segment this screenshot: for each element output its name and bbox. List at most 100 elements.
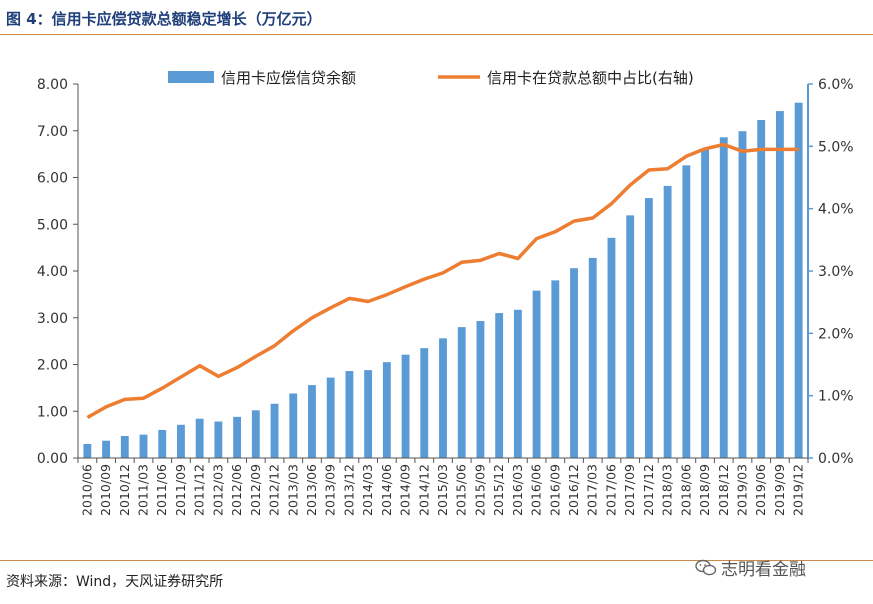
legend-label-line: 信用卡在贷款总额中占比(右轴)	[487, 69, 694, 87]
bar	[382, 362, 391, 458]
y-tick-label-left: 4.00	[37, 264, 68, 280]
y-tick-label-left: 0.00	[37, 451, 68, 467]
source-note: 资料来源：Wind，天风证券研究所	[6, 574, 224, 590]
y-tick-label-right: 5.0%	[818, 139, 854, 155]
x-tick-label: 2018/12	[716, 464, 731, 516]
bar	[513, 309, 522, 458]
bar	[139, 434, 148, 458]
y-tick-label-right: 6.0%	[818, 77, 854, 93]
x-tick-label: 2019/12	[791, 464, 806, 516]
y-tick-label-right: 1.0%	[818, 389, 854, 405]
x-tick-label: 2013/03	[285, 464, 300, 516]
x-tick-label: 2019/06	[753, 464, 768, 516]
bar	[195, 418, 204, 458]
x-tick-label: 2015/03	[435, 464, 450, 516]
bar	[476, 321, 485, 458]
bar	[345, 371, 354, 458]
x-tick-label: 2014/12	[416, 464, 431, 516]
x-tick-label: 2015/09	[472, 464, 487, 516]
x-tick-label: 2014/06	[379, 464, 394, 516]
x-tick-label: 2016/09	[547, 464, 562, 516]
x-tick-label: 2015/06	[454, 464, 469, 516]
chart-title: 图 4：信用卡应偿贷款总额稳定增长（万亿元）	[6, 10, 322, 28]
legend-label-bar: 信用卡应偿信贷余额	[221, 69, 356, 87]
x-tick-label: 2017/06	[603, 464, 618, 516]
bar	[794, 102, 803, 458]
x-tick-label: 2012/03	[210, 464, 225, 516]
legend-swatch-bar	[168, 71, 214, 83]
x-tick-label: 2018/03	[660, 464, 675, 516]
y-tick-label-left: 5.00	[37, 217, 68, 233]
bar	[289, 393, 298, 458]
bar	[83, 443, 92, 458]
bar	[532, 290, 541, 458]
y-tick-label-left: 3.00	[37, 311, 68, 327]
y-tick-label-left: 2.00	[37, 358, 68, 374]
x-tick-label: 2019/03	[734, 464, 749, 516]
x-tick-label: 2013/12	[341, 464, 356, 516]
x-tick-label: 2016/03	[510, 464, 525, 516]
bar	[588, 257, 597, 458]
wechat-icon	[695, 559, 717, 575]
watermark-text: 志明看金融	[721, 560, 806, 580]
bar	[682, 165, 691, 458]
bar	[626, 215, 635, 458]
x-tick-label: 2017/09	[622, 464, 637, 516]
x-tick-label: 2010/06	[79, 464, 94, 516]
bar	[401, 354, 410, 458]
y-tick-label-left: 1.00	[37, 404, 68, 420]
x-tick-label: 2011/12	[192, 464, 207, 516]
bar	[719, 137, 728, 459]
bar	[607, 237, 616, 458]
x-tick-label: 2012/06	[229, 464, 244, 516]
x-tick-label: 2013/06	[304, 464, 319, 516]
bar	[233, 416, 242, 458]
x-tick-label: 2012/09	[248, 464, 263, 516]
bar	[102, 440, 111, 458]
x-tick-label: 2010/09	[98, 464, 113, 516]
bottom-divider	[0, 560, 873, 561]
y-tick-label-left: 6.00	[37, 171, 68, 187]
bar	[270, 403, 279, 458]
watermark: 志明看金融	[695, 555, 806, 580]
bar	[457, 327, 466, 458]
line-series	[86, 142, 799, 420]
bar	[738, 131, 747, 458]
y-tick-label-left: 7.00	[37, 124, 68, 140]
bar	[364, 370, 373, 458]
x-tick-label: 2011/03	[136, 464, 151, 516]
y-tick-label-right: 0.0%	[818, 451, 854, 467]
x-tick-label: 2011/06	[154, 464, 169, 516]
x-tick-label: 2017/03	[585, 464, 600, 516]
x-tick-label: 2012/12	[267, 464, 282, 516]
x-tick-label: 2014/03	[360, 464, 375, 516]
bar	[120, 436, 129, 458]
bar	[570, 268, 578, 458]
bar	[251, 410, 260, 458]
bar	[644, 198, 653, 458]
bar	[439, 338, 447, 458]
bar	[663, 185, 672, 459]
bar	[551, 280, 560, 458]
bar	[308, 385, 316, 458]
y-tick-label-left: 8.00	[37, 77, 68, 93]
bar	[158, 429, 167, 458]
y-tick-label-right: 4.0%	[818, 202, 854, 218]
x-tick-label: 2018/06	[678, 464, 693, 516]
y-tick-label-right: 2.0%	[818, 326, 854, 342]
bar	[420, 348, 429, 458]
bar	[495, 313, 504, 458]
bar	[775, 111, 784, 459]
x-tick-label: 2018/09	[697, 464, 712, 516]
x-tick-label: 2014/09	[398, 464, 413, 516]
x-tick-label: 2019/09	[772, 464, 787, 516]
bar	[326, 377, 335, 458]
bar	[177, 424, 185, 458]
x-tick-label: 2017/12	[641, 464, 656, 516]
y-tick-label-right: 3.0%	[818, 264, 854, 280]
x-tick-label: 2010/12	[117, 464, 132, 516]
bar	[214, 421, 223, 458]
x-tick-label: 2011/09	[173, 464, 188, 516]
bar	[757, 119, 766, 458]
